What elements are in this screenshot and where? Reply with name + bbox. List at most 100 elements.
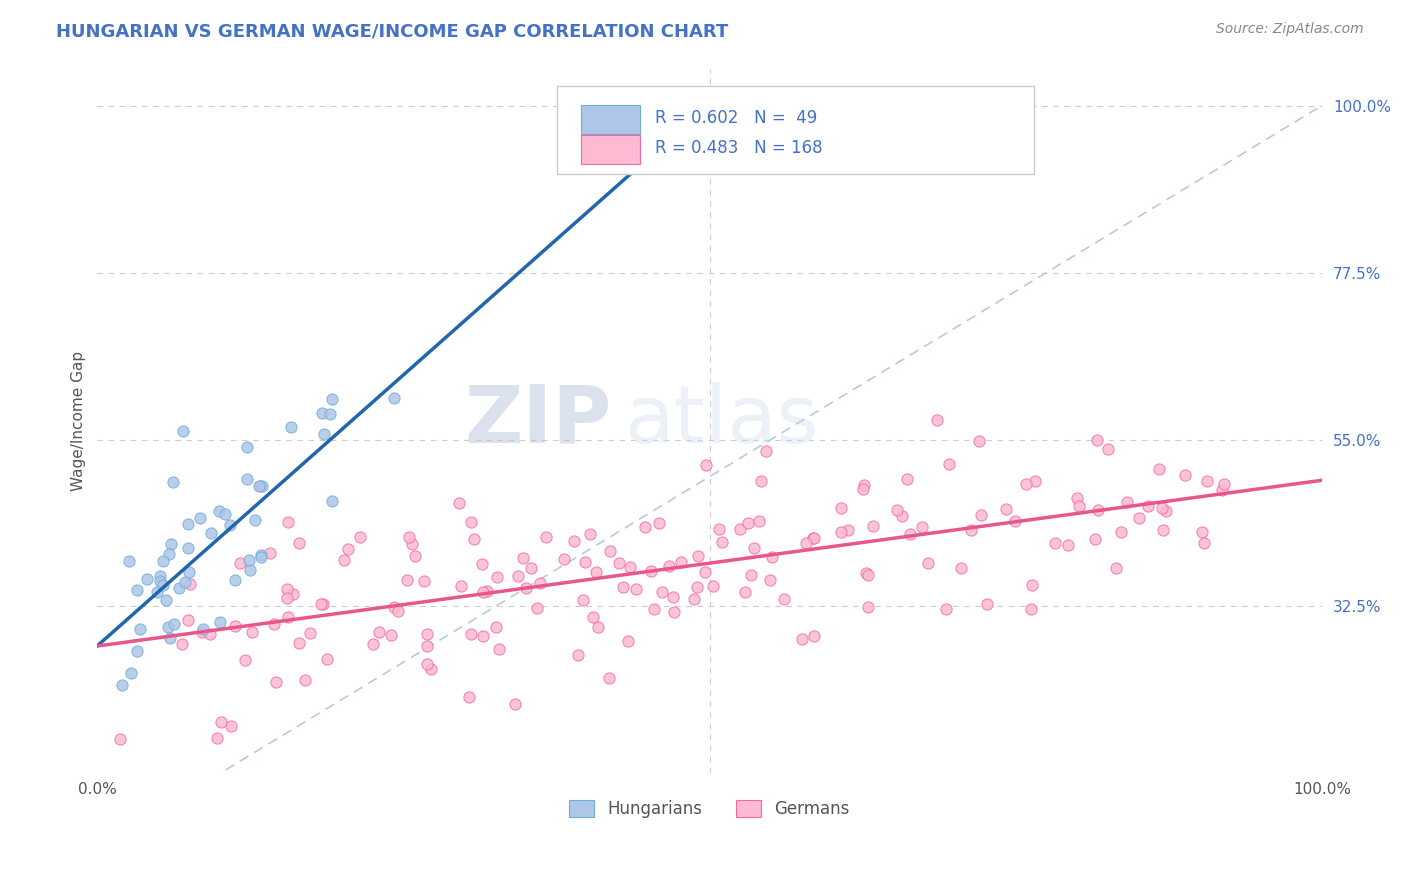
Point — [1043, 536, 1066, 550]
Point — [803, 532, 825, 546]
Point — [125, 644, 148, 658]
Point — [368, 624, 391, 639]
Point — [382, 391, 405, 405]
Point — [294, 673, 316, 687]
Point — [728, 522, 751, 536]
Point — [129, 622, 152, 636]
Point — [361, 637, 384, 651]
FancyBboxPatch shape — [557, 87, 1035, 174]
Point — [917, 556, 939, 570]
Point — [450, 579, 472, 593]
Point — [1024, 475, 1046, 489]
Point — [520, 560, 543, 574]
Point — [395, 574, 418, 588]
Point — [312, 598, 335, 612]
Text: R = 0.602   N =  49: R = 0.602 N = 49 — [655, 109, 817, 127]
Point — [1004, 514, 1026, 528]
Point — [1147, 462, 1170, 476]
Point — [315, 652, 337, 666]
Point — [761, 549, 783, 564]
Point — [976, 597, 998, 611]
Point — [1021, 578, 1043, 592]
Point — [163, 616, 186, 631]
Point — [471, 557, 494, 571]
Text: atlas: atlas — [624, 382, 818, 460]
Point — [224, 574, 246, 588]
Point — [773, 592, 796, 607]
Point — [640, 564, 662, 578]
Point — [1015, 477, 1038, 491]
Point — [852, 483, 875, 497]
Point — [661, 590, 683, 604]
Point — [744, 541, 766, 555]
Point — [1105, 561, 1128, 575]
Point — [485, 570, 508, 584]
Point — [612, 580, 634, 594]
Point — [280, 420, 302, 434]
Point — [553, 551, 575, 566]
Point — [485, 620, 508, 634]
Point — [572, 593, 595, 607]
Point — [683, 592, 706, 607]
Point — [387, 604, 409, 618]
Point — [475, 584, 498, 599]
Point — [759, 573, 782, 587]
Text: ZIP: ZIP — [464, 382, 612, 460]
Point — [1109, 524, 1132, 539]
Point — [598, 671, 620, 685]
Point — [152, 554, 174, 568]
Point — [472, 629, 495, 643]
Point — [349, 530, 371, 544]
Point — [460, 515, 482, 529]
Text: HUNGARIAN VS GERMAN WAGE/INCOME GAP CORRELATION CHART: HUNGARIAN VS GERMAN WAGE/INCOME GAP CORR… — [56, 22, 728, 40]
Point — [803, 629, 825, 643]
Point — [1191, 525, 1213, 540]
Point — [891, 509, 914, 524]
Point — [259, 546, 281, 560]
Point — [801, 532, 824, 546]
Point — [579, 527, 602, 541]
Point — [1154, 504, 1177, 518]
Point — [460, 627, 482, 641]
Point — [1152, 524, 1174, 538]
Point — [710, 535, 733, 549]
Point — [688, 549, 710, 564]
Point — [247, 479, 270, 493]
Point — [488, 641, 510, 656]
Point — [695, 458, 717, 472]
Point — [250, 549, 273, 563]
Point — [994, 501, 1017, 516]
Point — [599, 544, 621, 558]
Point — [748, 514, 770, 528]
Point — [458, 690, 481, 704]
Point — [176, 517, 198, 532]
Point — [935, 602, 957, 616]
Point — [1211, 483, 1233, 497]
Point — [218, 517, 240, 532]
Point — [856, 567, 879, 582]
Point — [695, 566, 717, 580]
Point — [562, 534, 585, 549]
Point — [855, 566, 877, 581]
Point — [120, 665, 142, 680]
Point — [1066, 491, 1088, 506]
Point — [179, 576, 201, 591]
Point — [737, 516, 759, 530]
Point — [862, 519, 884, 533]
Point — [755, 444, 778, 458]
Point — [472, 585, 495, 599]
Point — [607, 557, 630, 571]
Point — [233, 653, 256, 667]
Point — [415, 639, 437, 653]
Text: R = 0.483   N = 168: R = 0.483 N = 168 — [655, 139, 823, 157]
Point — [634, 519, 657, 533]
Point — [264, 674, 287, 689]
Point — [647, 516, 669, 531]
Point — [970, 508, 993, 522]
Point — [332, 553, 354, 567]
Point — [191, 624, 214, 639]
Point — [1137, 499, 1160, 513]
Point — [1097, 442, 1119, 457]
Point — [515, 581, 537, 595]
Point — [512, 551, 534, 566]
